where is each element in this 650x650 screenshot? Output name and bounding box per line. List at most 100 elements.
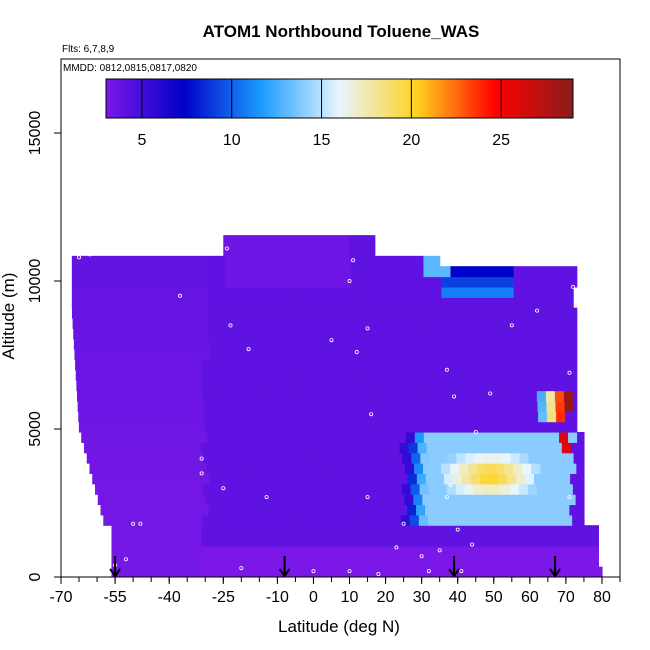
heatmap-cell <box>417 349 427 361</box>
heatmap-cell <box>111 566 122 577</box>
heatmap-cell <box>483 400 493 412</box>
heatmap-cell <box>263 338 273 350</box>
heatmap-cell <box>147 359 157 371</box>
heatmap-cell <box>108 318 119 329</box>
heatmap-cell <box>237 442 247 454</box>
heatmap-cell <box>175 514 186 526</box>
heatmap-cell <box>567 463 577 474</box>
heatmap-cell <box>165 566 176 577</box>
heatmap-cell <box>243 297 253 309</box>
heatmap-cell <box>318 545 329 557</box>
heatmap-cell <box>389 504 399 516</box>
heatmap-cell <box>290 473 301 485</box>
heatmap-cell <box>328 514 339 526</box>
heatmap-cell <box>543 442 554 454</box>
heatmap-cell <box>357 400 367 412</box>
heatmap-cell <box>96 421 107 433</box>
heatmap-cell <box>224 463 235 474</box>
heatmap-cell <box>544 535 554 547</box>
heatmap-cell <box>92 349 103 361</box>
heatmap-cell <box>390 535 401 547</box>
heatmap-cell <box>230 400 241 412</box>
heatmap-cell <box>369 286 379 298</box>
heatmap-cell <box>513 431 524 443</box>
x-tick-label: -25 <box>212 589 235 606</box>
sample-point <box>444 367 449 372</box>
heatmap-cell <box>502 411 512 423</box>
heatmap-cell <box>360 286 370 298</box>
heatmap-cell <box>495 276 506 288</box>
heatmap-cell <box>461 473 472 485</box>
heatmap-cell <box>201 442 211 454</box>
heatmap-cell <box>467 494 478 506</box>
heatmap-cell <box>336 442 347 454</box>
heatmap-cell <box>549 297 560 309</box>
heatmap-cell <box>570 349 578 361</box>
heatmap-cell <box>472 556 482 568</box>
heatmap-cell <box>481 556 491 568</box>
heatmap-cell <box>372 442 383 454</box>
heatmap-cell <box>326 473 337 485</box>
heatmap-cell <box>368 494 378 506</box>
heatmap-cell <box>111 359 121 371</box>
heatmap-cell <box>400 556 410 568</box>
heatmap-cell <box>441 266 452 278</box>
heatmap-cell <box>173 338 183 350</box>
heatmap-cell <box>562 556 572 568</box>
heatmap-cell <box>435 349 445 361</box>
heatmap-cell <box>409 380 420 392</box>
heatmap-cell <box>479 338 490 350</box>
heatmap-cell <box>509 483 520 495</box>
heatmap-cell <box>103 514 113 526</box>
heatmap-cell <box>436 556 446 568</box>
heatmap-cell <box>232 421 242 433</box>
heatmap-cell <box>327 566 338 577</box>
heatmap-cell <box>557 494 568 506</box>
sample-point <box>329 338 334 343</box>
heatmap-cell <box>574 421 578 433</box>
heatmap-cell <box>551 504 561 516</box>
heatmap-cell <box>302 483 312 495</box>
heatmap-cell <box>241 421 251 433</box>
heatmap-cell <box>312 411 323 423</box>
heatmap-cell <box>369 431 380 443</box>
heatmap-cell <box>423 307 434 319</box>
heatmap-cell <box>153 318 164 329</box>
heatmap-cell <box>499 535 509 547</box>
heatmap-cell <box>248 390 258 402</box>
heatmap-cell <box>325 504 336 516</box>
heatmap-cell <box>404 494 414 506</box>
heatmap-cell <box>372 545 383 557</box>
heatmap-cell <box>147 556 158 568</box>
heatmap-cell <box>183 566 194 577</box>
heatmap-cell <box>345 525 356 537</box>
heatmap-cell <box>149 390 159 402</box>
heatmap-cell <box>536 514 546 526</box>
heatmap-cell <box>498 442 509 454</box>
heatmap-cell <box>506 473 517 485</box>
heatmap-cell <box>546 452 557 464</box>
heatmap-cell <box>414 266 425 278</box>
heatmap-cell <box>307 504 318 516</box>
heatmap-cell <box>589 556 599 568</box>
heatmap-cell <box>402 452 412 464</box>
heatmap-cell <box>144 431 154 443</box>
heatmap-cell <box>89 255 100 267</box>
heatmap-cell <box>212 452 223 464</box>
heatmap-cell <box>185 483 195 495</box>
heatmap-cell <box>489 359 500 371</box>
heatmap-cell <box>277 245 288 257</box>
heatmap-cell <box>318 535 329 547</box>
heatmap-cell <box>464 380 474 392</box>
heatmap-cell <box>168 411 179 423</box>
heatmap-cell <box>558 286 569 298</box>
heatmap-cell <box>238 514 249 526</box>
heatmap-cell <box>506 338 517 350</box>
heatmap-cell <box>343 328 354 340</box>
heatmap-cell <box>131 452 142 464</box>
heatmap-cell <box>197 463 208 474</box>
heatmap-cell <box>335 349 346 361</box>
heatmap-cell <box>169 421 179 433</box>
heatmap-cell <box>427 566 437 577</box>
heatmap-cell <box>545 514 555 526</box>
